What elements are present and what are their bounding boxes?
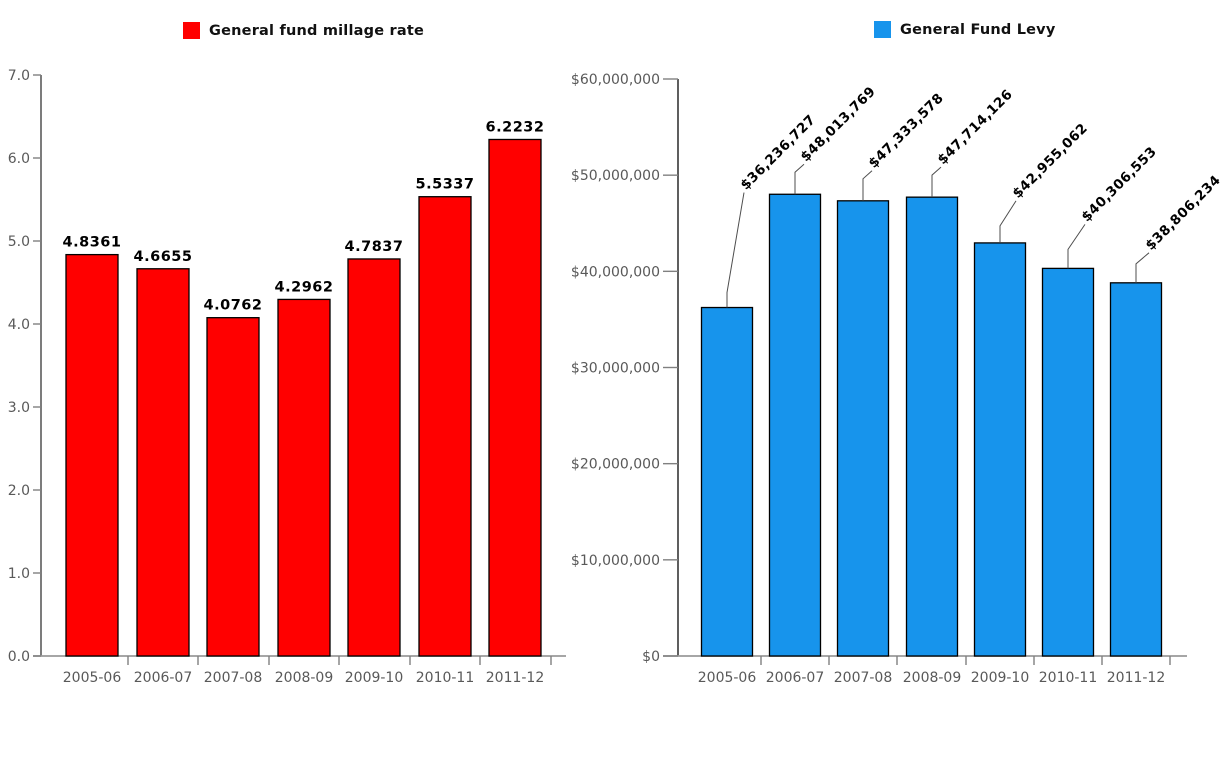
levy-bar: [700, 306, 754, 657]
levy-x-category-label: 2009-10: [971, 670, 1030, 686]
levy-y-tick-label: $60,000,000: [571, 72, 660, 88]
millage-bar: [65, 253, 119, 657]
levy-x-category-label: 2005-06: [698, 670, 757, 686]
millage-y-tick-label: 7.0: [8, 68, 30, 84]
levy-bar-chart: $0 $10,000,000 $20,000,000 $30,000,000 $40,0…: [571, 72, 1224, 686]
millage-bar: [347, 258, 401, 657]
levy-bar: [905, 196, 959, 657]
levy-value-leader-line: [794, 163, 805, 195]
legend-swatch-millage-icon: [183, 22, 200, 39]
levy-y-tick-label: $40,000,000: [571, 264, 660, 280]
millage-value-label: 4.7837: [345, 239, 404, 255]
levy-value-leader-line: [999, 200, 1017, 243]
legend-levy: General Fund Levy: [874, 21, 1055, 38]
levy-bar: [1109, 282, 1163, 657]
levy-value-leader-line: [931, 166, 942, 198]
millage-value-label: 4.2962: [275, 279, 334, 295]
levy-value-label: $38,806,234: [1143, 172, 1224, 253]
levy-value-label: $47,714,126: [935, 87, 1016, 168]
levy-value-leader-line: [862, 170, 873, 201]
millage-value-label: 5.5337: [416, 177, 475, 193]
millage-y-tick-label: 1.0: [8, 566, 30, 582]
millage-bar: [418, 196, 472, 657]
levy-x-category-label: 2006-07: [766, 670, 825, 686]
millage-value-label: 4.8361: [63, 235, 122, 251]
millage-x-category-label: 2006-07: [134, 670, 193, 686]
levy-value-label: $47,333,578: [866, 90, 947, 171]
millage-bar: [277, 298, 331, 657]
levy-value-leader-line: [1067, 224, 1086, 269]
levy-value-leader-line: [1135, 252, 1150, 283]
levy-bar: [1041, 267, 1095, 657]
millage-bar: [488, 138, 542, 657]
levy-value-label: $42,955,062: [1010, 120, 1091, 201]
millage-y-tick-label: 2.0: [8, 483, 30, 499]
millage-value-label: 4.0762: [204, 298, 263, 314]
levy-y-tick-label: $20,000,000: [571, 457, 660, 473]
millage-y-tick-label: 5.0: [8, 234, 30, 250]
levy-bar: [973, 242, 1027, 657]
millage-bar-chart: 0.0 1.0 2.0 3.0 4.0 5.0 6.0 7.0 2005-06 4.8361 200…: [8, 68, 566, 686]
millage-y-tick-label: 6.0: [8, 151, 30, 167]
levy-y-tick-label: $0: [642, 649, 660, 665]
legend-millage: General fund millage rate: [183, 22, 424, 39]
levy-x-category-label: 2010-11: [1039, 670, 1098, 686]
millage-x-category-label: 2005-06: [63, 670, 122, 686]
levy-value-label: $40,306,553: [1079, 144, 1160, 225]
legend-label-levy: General Fund Levy: [900, 21, 1056, 38]
levy-x-category-label: 2008-09: [903, 670, 962, 686]
millage-x-category-label: 2011-12: [486, 670, 545, 686]
levy-x-category-label: 2011-12: [1107, 670, 1166, 686]
levy-bar: [836, 200, 890, 657]
millage-value-label: 6.2232: [486, 119, 545, 135]
millage-x-category-label: 2010-11: [416, 670, 475, 686]
legend-swatch-levy-icon: [874, 21, 891, 38]
levy-y-tick-label: $10,000,000: [571, 553, 660, 569]
millage-x-category-label: 2008-09: [275, 670, 334, 686]
millage-x-category-label: 2009-10: [345, 670, 404, 686]
millage-x-category-label: 2007-08: [204, 670, 263, 686]
levy-value-leader-line: [726, 192, 745, 308]
levy-y-tick-label: $30,000,000: [571, 361, 660, 377]
millage-bar: [136, 268, 190, 657]
levy-x-category-label: 2007-08: [834, 670, 893, 686]
millage-bar: [206, 317, 260, 657]
levy-bar: [768, 193, 822, 657]
millage-y-tick-label: 0.0: [8, 649, 30, 665]
millage-value-label: 4.6655: [134, 249, 193, 265]
millage-y-tick-label: 4.0: [8, 317, 30, 333]
millage-y-tick-label: 3.0: [8, 400, 30, 416]
levy-y-tick-label: $50,000,000: [571, 168, 660, 184]
legend-label-millage: General fund millage rate: [209, 22, 424, 39]
